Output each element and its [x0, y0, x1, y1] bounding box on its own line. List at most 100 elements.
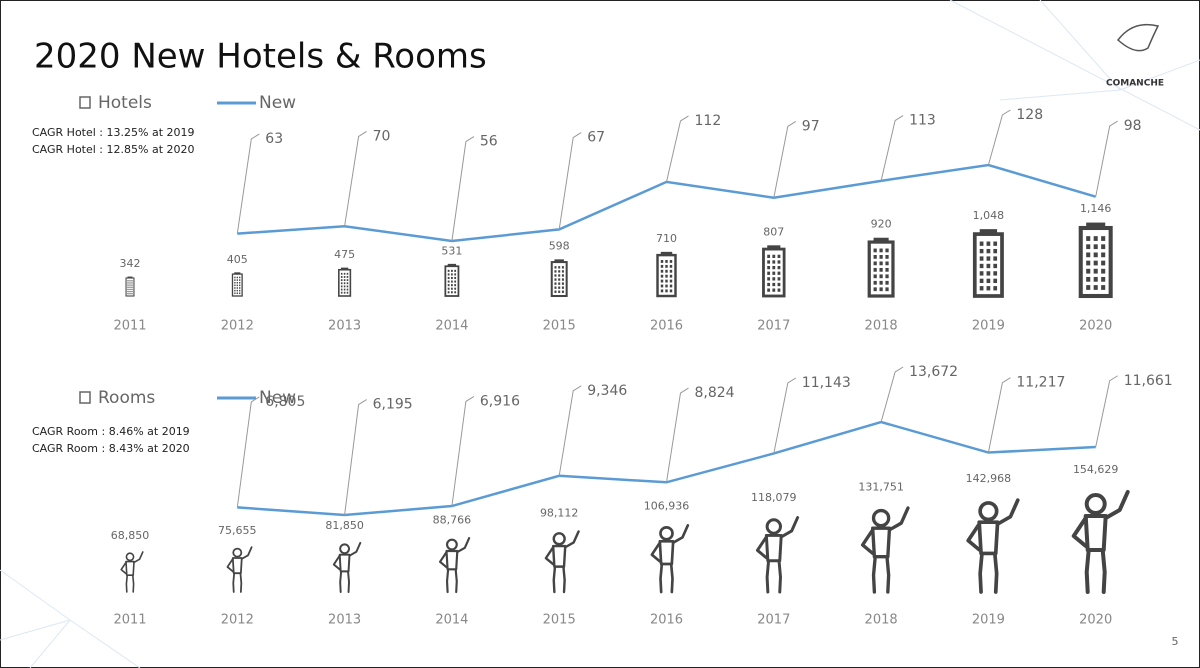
building-window [236, 281, 238, 284]
building-window [979, 248, 984, 254]
building-window [1101, 260, 1106, 266]
new-value-label: 112 [695, 113, 722, 129]
x-tick-label: 2012 [221, 319, 254, 334]
total-label: 405 [227, 253, 248, 266]
cagr-note: CAGR Hotel : 13.25% at 2019 [32, 126, 195, 139]
building-window [234, 287, 236, 289]
total-label: 1,146 [1080, 202, 1112, 215]
callout-line [666, 387, 689, 483]
building-window [879, 274, 883, 279]
figure-arm-right [348, 541, 362, 557]
x-tick-label: 2018 [865, 613, 898, 628]
building-window [1086, 276, 1091, 282]
building-window [1086, 244, 1091, 250]
new-value-label: 11,143 [802, 375, 851, 391]
building-window [554, 278, 557, 281]
section-label: Hotels [98, 93, 152, 113]
new-value-label: 13,672 [909, 364, 958, 380]
building-roof [873, 237, 889, 244]
building-window [340, 285, 343, 288]
figure-arm-left [1071, 516, 1088, 548]
building-window [236, 292, 238, 295]
callout-line [558, 385, 582, 476]
new-value-label: 9,346 [587, 383, 627, 399]
callout-line [773, 121, 797, 198]
building-window [340, 282, 343, 285]
building-window [236, 284, 238, 287]
building-window [451, 269, 453, 272]
figure-head [339, 543, 351, 555]
new-value-label: 11,661 [1124, 373, 1173, 389]
building-window [131, 286, 133, 288]
figure-arm-right [564, 530, 580, 549]
building-window [767, 277, 771, 281]
building-window [561, 286, 564, 289]
building-window [993, 248, 998, 254]
room-figure [860, 506, 910, 594]
building-window [343, 285, 346, 288]
building-window [447, 284, 450, 287]
hotel-icon [762, 245, 786, 298]
x-tick-label: 2017 [757, 319, 790, 334]
figure-body [1083, 514, 1108, 552]
new-value-label: 63 [265, 131, 283, 147]
figure-legs [232, 572, 243, 593]
building-window [777, 271, 781, 275]
building-window [451, 287, 453, 290]
callout-line [344, 131, 367, 227]
building-window [447, 273, 450, 276]
building-window [669, 274, 673, 278]
new-value-label: 6,195 [373, 397, 413, 413]
legend-label: New [259, 93, 296, 113]
room-figure [120, 551, 144, 593]
building-window [343, 288, 346, 291]
building-window [131, 290, 133, 293]
figure-head [659, 526, 674, 541]
building-window [239, 289, 241, 292]
building-window [447, 276, 450, 280]
building-window [879, 267, 883, 272]
cagr-note: CAGR Room : 8.43% at 2020 [32, 442, 190, 455]
building-window [993, 256, 998, 261]
figure-head [871, 508, 891, 528]
callout-line [236, 133, 260, 234]
building-window [772, 271, 776, 275]
building-window [561, 290, 564, 293]
cagr-note: CAGR Hotel : 12.85% at 2020 [32, 143, 195, 156]
building-window [343, 272, 346, 275]
new-value-label: 98 [1124, 118, 1142, 134]
figure-arm-right [1103, 490, 1130, 520]
building-window [1093, 244, 1098, 250]
figure-arm-left [650, 541, 662, 563]
building-window [986, 263, 991, 269]
building-window [346, 282, 349, 285]
building-roof [767, 245, 781, 251]
building-window [1086, 236, 1091, 241]
building-window [129, 282, 131, 284]
callout-line [344, 399, 367, 516]
building-window [660, 269, 664, 273]
building-window [340, 288, 343, 291]
building-window [1101, 236, 1106, 241]
room-figure [438, 536, 471, 594]
figure-head [552, 532, 566, 546]
new-value-label: 56 [480, 134, 498, 150]
building-window [767, 260, 771, 264]
building-window [558, 278, 561, 281]
building-window [129, 284, 131, 286]
building-window [236, 276, 238, 279]
building-window [454, 273, 457, 276]
building-window [772, 260, 776, 264]
building-window [660, 289, 664, 293]
building-window [346, 291, 349, 294]
building-window [561, 282, 564, 285]
figure-arm-right [671, 524, 690, 545]
building-window [1086, 268, 1091, 274]
building-window [561, 266, 564, 269]
callout-line [987, 109, 1011, 166]
total-label: 106,936 [644, 500, 690, 513]
building-window [1093, 260, 1098, 266]
building-window [554, 274, 557, 277]
building-window [1093, 276, 1098, 282]
building-window [129, 293, 131, 295]
